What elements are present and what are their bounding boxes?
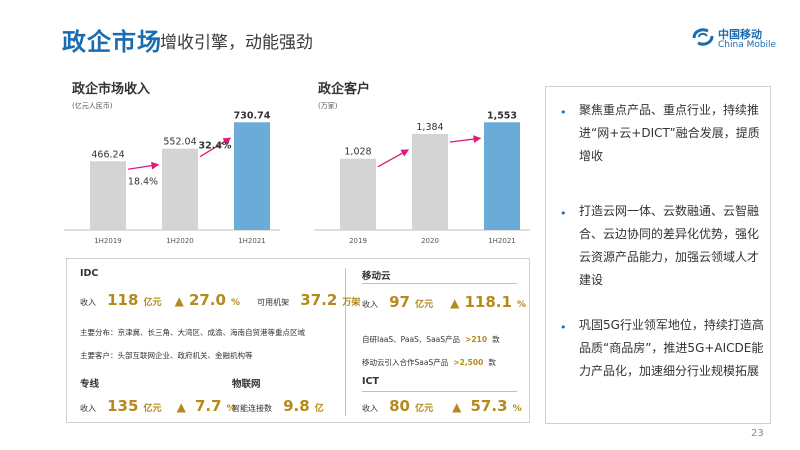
x-tick-label: 1H2021 bbox=[488, 237, 516, 245]
cloud-products-row: 自研IaaS、PaaS、SaaS产品 >210 款 bbox=[362, 327, 500, 346]
ict-revenue-unit: 亿元 bbox=[415, 404, 434, 414]
triangle-up-icon: ▲ bbox=[452, 400, 462, 414]
cloud-growth-value: 118.1 bbox=[464, 293, 512, 311]
strategy-bullet-2: 打造云网一体、云数融通、云智融合、云边协同的差异化优势，强化云资源产品能力，加强… bbox=[579, 204, 760, 287]
x-tick-label: 1H2021 bbox=[238, 237, 266, 245]
bullet-dot: • bbox=[560, 207, 567, 220]
logo-text-cn: 中国移动 bbox=[718, 28, 762, 41]
cloud-partner-row: 移动云引入合作SaaS产品 >2,500 款 bbox=[362, 350, 496, 369]
idc-revenue-row: 收入 118 亿元 ▲ 27.0 % 可用机架 37.2 万架 bbox=[80, 290, 360, 312]
ict-title: ICT bbox=[362, 376, 379, 387]
page-number: 23 bbox=[751, 428, 764, 439]
idc-racks-value: 37.2 bbox=[300, 291, 338, 309]
bar-value-label: 730.74 bbox=[234, 110, 271, 121]
bar-value-label: 1,553 bbox=[487, 110, 517, 121]
ict-revenue-value: 80 bbox=[389, 397, 410, 415]
growth-arrow bbox=[199, 137, 232, 158]
bar-1 bbox=[412, 134, 448, 230]
cloud-title-underline bbox=[362, 283, 517, 284]
iot-row: 智能连接数 9.8 亿 bbox=[232, 396, 324, 415]
idc-growth-pct: % bbox=[231, 298, 241, 308]
bullet-dot: • bbox=[560, 106, 567, 119]
growth-arrow bbox=[377, 149, 410, 168]
x-tick-label: 1H2019 bbox=[94, 237, 122, 245]
strategy-bullet-3: 巩固5G行业领军地位，持续打造高品质“商品房”，推进5G+AICDE能力产品化，… bbox=[579, 318, 764, 378]
iot-value: 9.8 bbox=[283, 397, 310, 415]
ict-growth-pct: % bbox=[512, 404, 522, 414]
triangle-up-icon: ▲ bbox=[450, 296, 460, 310]
bullet-dot: • bbox=[560, 321, 567, 334]
growth-arrow bbox=[449, 135, 482, 143]
business-metrics-box bbox=[66, 258, 530, 423]
growth-label: 18.4% bbox=[128, 177, 158, 188]
china-mobile-logo-icon bbox=[692, 28, 714, 46]
cloud-revenue-value: 97 bbox=[389, 293, 410, 311]
cloud-growth-pct: % bbox=[517, 300, 527, 310]
bar-value-label: 1,028 bbox=[344, 147, 371, 158]
dedicated-growth-pct: % bbox=[226, 404, 236, 414]
bar-1 bbox=[162, 148, 198, 230]
idc-growth-value: 27.0 bbox=[188, 291, 226, 309]
triangle-up-icon: ▲ bbox=[174, 294, 184, 308]
strategy-panel: • 聚焦重点产品、重点行业，持续推进“网+云+DICT”融合发展，提质增收 • … bbox=[545, 86, 771, 424]
dedicated-revenue-unit: 亿元 bbox=[143, 404, 162, 414]
cloud-products-unit: 款 bbox=[492, 335, 500, 344]
cloud-title: 移动云 bbox=[362, 271, 391, 282]
logo-text-en: China Mobile bbox=[718, 40, 777, 50]
revenue-chart-title: 政企市场收入 bbox=[72, 82, 151, 97]
growth-label: 32.4% bbox=[199, 140, 232, 151]
ict-growth-value: 57.3 bbox=[470, 397, 508, 415]
cloud-partner-text: 移动云引入合作SaaS产品 bbox=[362, 358, 449, 367]
cloud-partner-unit: 款 bbox=[488, 358, 496, 367]
iot-unit: 亿 bbox=[314, 404, 324, 414]
bar-0 bbox=[90, 161, 126, 230]
customers-chart-unit: (万家) bbox=[318, 102, 338, 110]
bar-value-label: 1,384 bbox=[416, 122, 443, 133]
x-tick-label: 2019 bbox=[349, 237, 367, 245]
x-tick-label: 1H2020 bbox=[166, 237, 194, 245]
idc-customers: 主要客户：头部互联网企业、政府机关、金融机构等 bbox=[80, 351, 253, 360]
dedicated-revenue-label: 收入 bbox=[80, 404, 96, 413]
dedicated-line-title: 专线 bbox=[80, 379, 100, 390]
dedicated-revenue-row: 收入 135 亿元 ▲ 7.7 % bbox=[80, 396, 236, 415]
china-mobile-logo: 中国移动 China Mobile bbox=[690, 24, 776, 56]
idc-revenue-unit: 亿元 bbox=[143, 298, 162, 308]
cloud-partner-value: >2,500 bbox=[453, 358, 484, 367]
customers-bar-chart: 1,028 2019 1,384 2020 1,553 1H2021 bbox=[314, 110, 530, 245]
idc-title: IDC bbox=[80, 268, 99, 279]
iot-title: 物联网 bbox=[232, 379, 261, 390]
idc-racks-unit: 万架 bbox=[342, 298, 361, 308]
dedicated-revenue-value: 135 bbox=[107, 397, 139, 415]
bar-value-label: 466.24 bbox=[91, 149, 124, 160]
x-tick-label: 2020 bbox=[421, 237, 439, 245]
revenue-bar-chart: 466.24 1H2019 552.04 1H2020 730.74 1H2021 18.4… bbox=[64, 110, 280, 245]
bar-value-label: 552.04 bbox=[163, 137, 196, 148]
growth-arrow bbox=[127, 161, 160, 170]
bar-2 bbox=[484, 122, 520, 230]
strategy-bullet-1: 聚焦重点产品、重点行业，持续推进“网+云+DICT”融合发展，提质增收 bbox=[579, 103, 760, 163]
ict-revenue-label: 收入 bbox=[362, 404, 378, 413]
idc-racks-label: 可用机架 bbox=[257, 298, 290, 307]
ict-revenue-row: 收入 80 亿元 ▲ 57.3 % bbox=[362, 396, 522, 415]
vertical-divider bbox=[345, 268, 346, 416]
idc-revenue-value: 118 bbox=[107, 291, 139, 309]
dedicated-growth-value: 7.7 bbox=[194, 397, 222, 415]
cloud-products-value: >210 bbox=[465, 335, 488, 344]
idc-distribution: 主要分布：京津冀、长三角、大湾区、成渝、海南自贸港等重点区域 bbox=[80, 328, 305, 337]
bar-0 bbox=[340, 158, 376, 230]
ict-title-underline bbox=[362, 391, 517, 392]
page-subtitle: 增收引擎，动能强劲 bbox=[160, 33, 313, 53]
idc-revenue-label: 收入 bbox=[80, 298, 96, 307]
page-title: 政企市场 bbox=[62, 28, 162, 56]
cloud-revenue-unit: 亿元 bbox=[415, 300, 434, 310]
cloud-revenue-row: 收入 97 亿元 ▲ 118.1 % bbox=[362, 292, 526, 311]
cloud-products-text: 自研IaaS、PaaS、SaaS产品 bbox=[362, 335, 461, 344]
bar-2 bbox=[234, 122, 270, 230]
iot-label: 智能连接数 bbox=[232, 404, 272, 413]
cloud-revenue-label: 收入 bbox=[362, 300, 378, 309]
revenue-chart-unit: (亿元人民币) bbox=[72, 102, 113, 110]
customers-chart-title: 政企客户 bbox=[318, 82, 371, 97]
triangle-up-icon: ▲ bbox=[176, 400, 186, 414]
